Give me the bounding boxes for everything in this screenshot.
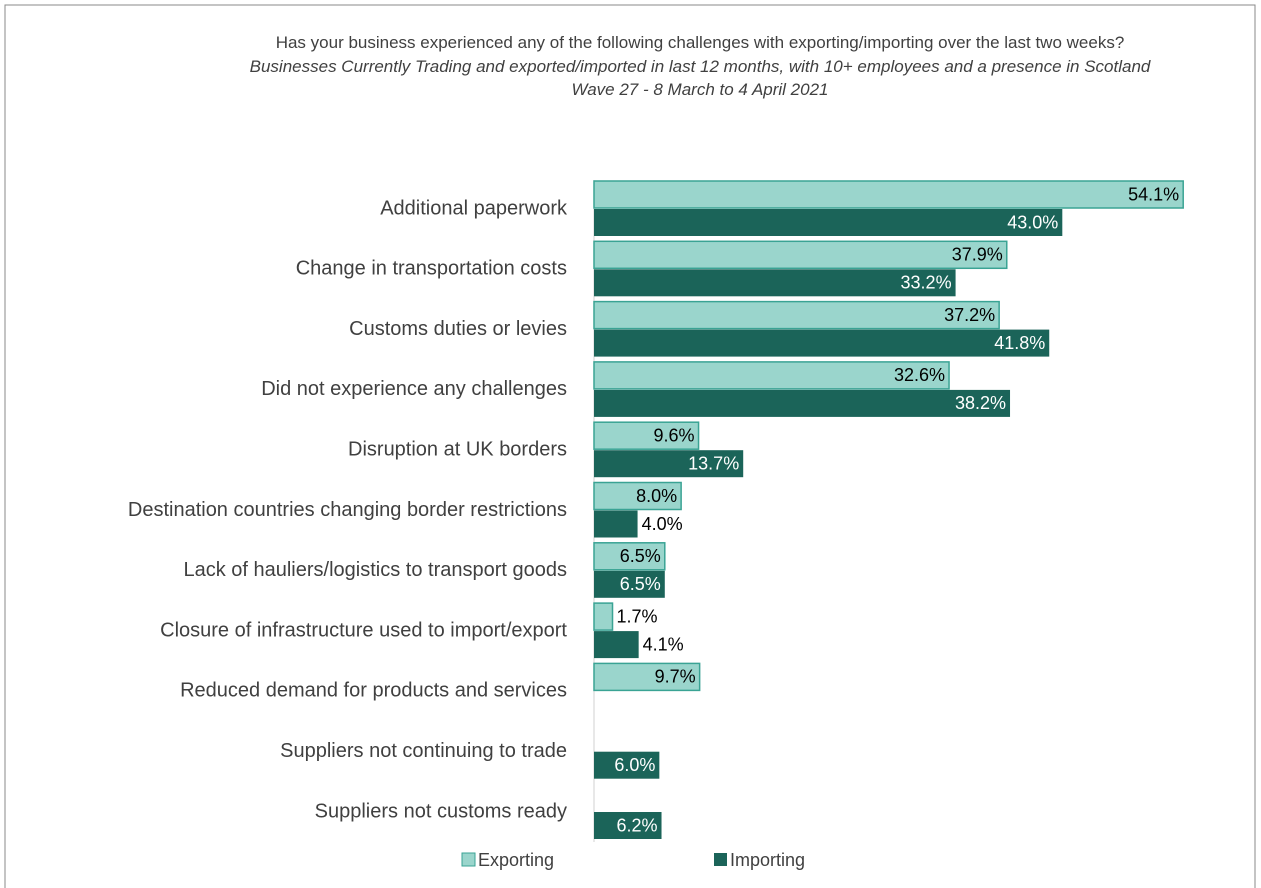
annotation: Wave 27 - 8 March to 4 April 2021	[571, 80, 829, 99]
bar	[594, 450, 744, 478]
header: Has your business experienced any of the…	[140, 31, 1260, 102]
value-label: 6.5%	[620, 574, 661, 594]
category-label: Suppliers not continuing to trade	[280, 740, 567, 762]
category-label: Did not experience any challenges	[261, 378, 567, 400]
value-label: 6.0%	[614, 755, 655, 775]
legend-label: Exporting	[478, 850, 554, 870]
bar	[593, 481, 682, 511]
category-label: Closure of infrastructure used to import…	[160, 619, 567, 641]
value-label: 33.2%	[901, 273, 952, 293]
value-label: 4.0%	[642, 514, 683, 534]
bar	[593, 602, 614, 631]
value-label: 38.2%	[955, 393, 1006, 413]
value-label: 9.6%	[654, 425, 695, 445]
bar	[593, 180, 1184, 209]
bar	[594, 209, 1063, 236]
value-label: 32.6%	[894, 365, 945, 385]
bar	[594, 751, 660, 779]
value-label: 6.2%	[616, 815, 657, 835]
chart-title: Has your business experienced any of the…	[275, 33, 1125, 52]
bar	[594, 329, 1050, 357]
category-label: Customs duties or levies	[349, 318, 567, 340]
bar	[593, 421, 700, 450]
bar	[593, 361, 950, 390]
category-label: Reduced demand for products and services	[180, 680, 567, 702]
bar	[594, 631, 639, 659]
value-label: 4.1%	[643, 634, 684, 654]
value-label: 13.7%	[688, 453, 739, 473]
bar	[594, 510, 638, 538]
value-label: 37.2%	[944, 305, 995, 325]
bar	[593, 662, 701, 692]
legend-swatch	[461, 852, 476, 867]
bar	[594, 570, 665, 598]
value-label: 6.5%	[620, 546, 661, 566]
value-label: 9.7%	[655, 667, 696, 687]
legend-label: Importing	[730, 850, 805, 870]
category-label: Disruption at UK borders	[348, 438, 567, 460]
legend-swatch	[714, 853, 727, 866]
category-label: Suppliers not customs ready	[315, 800, 567, 822]
value-label: 37.9%	[952, 245, 1003, 265]
frame	[4, 4, 1256, 888]
value-label: 43.0%	[1007, 212, 1058, 232]
bar	[594, 269, 956, 297]
category-label: Destination countries changing border re…	[128, 499, 567, 521]
bar	[593, 240, 1008, 270]
chart-subtitle: Businesses Currently Trading and exporte…	[249, 56, 1151, 76]
bar	[594, 812, 662, 839]
bar	[594, 389, 1011, 417]
value-label: 41.8%	[994, 333, 1045, 353]
value-label: 54.1%	[1128, 184, 1179, 204]
category-label: Additional paperwork	[380, 197, 568, 219]
value-label: 1.7%	[617, 606, 658, 626]
category-label: Lack of hauliers/logistics to transport …	[183, 559, 567, 581]
category-label: Change in transportation costs	[296, 258, 567, 280]
value-label: 8.0%	[636, 486, 677, 506]
bar	[593, 300, 1000, 330]
bar	[593, 542, 666, 571]
